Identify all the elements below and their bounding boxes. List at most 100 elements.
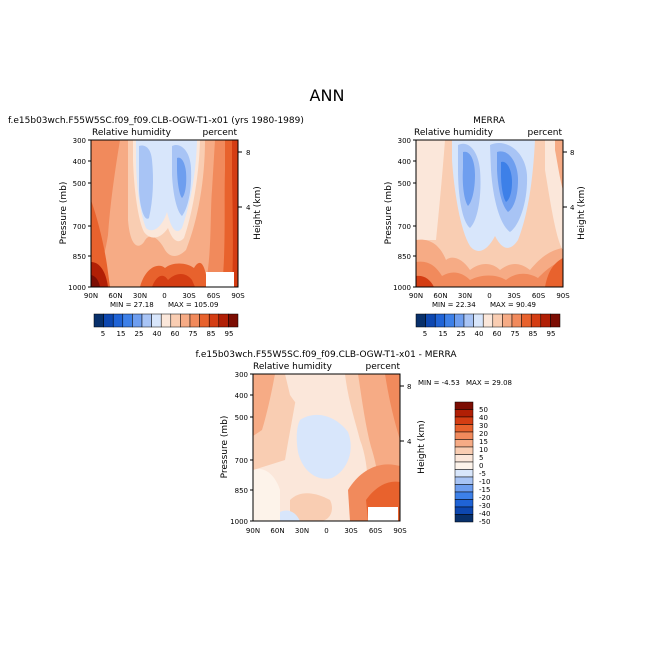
x-tick-label: 60S [532,292,546,300]
colorbar-cell [454,461,474,470]
colorbar-label: 95 [225,330,234,338]
x-tick-label: 90N [409,292,423,300]
y2-tick-label: 4 [246,204,251,212]
max-label: MAX = 105.09 [168,301,218,309]
y-tick-label: 400 [235,392,248,400]
x-tick-label: 30S [344,527,358,535]
colorbar-label: 15 [439,330,448,338]
panel-merra: MERRA Relative humidity percent [384,116,587,338]
units-label: percent [528,128,563,138]
units-label: percent [203,128,238,138]
variable-label: Relative humidity [253,362,333,372]
colorbar-cell [492,313,503,328]
colorbar-label: -50 [479,518,490,526]
y2-axis-label: Height (km) [577,186,587,240]
min-label: MIN = 27.18 [110,301,154,309]
colorbar-label: -15 [479,486,490,494]
y-axis: 300 400 500 700 850 1000 Pressure (mb) [220,371,253,526]
x-axis: 90N 60N 30N 0 30S 60S 90S [84,292,245,300]
colorbar-cell [454,439,474,448]
panel-model: f.e15b03wch.F55W5SC.f09_f09.CLB-OGW-T1-x… [8,116,304,338]
y-tick-label: 1000 [393,284,411,292]
colorbar-label: 30 [479,422,488,430]
colorbar-cell [454,446,474,455]
variable-label: Relative humidity [414,128,494,138]
y2-tick-label: 8 [407,383,411,391]
y-tick-label: 300 [73,137,86,145]
variable-label: Relative humidity [92,128,172,138]
colorbar-cell [93,313,104,328]
x-tick-label: 60S [369,527,383,535]
y2-axis: 8 4 Height (km) [563,149,587,240]
colorbar-cell [425,313,436,328]
colorbar-label: 75 [511,330,520,338]
colorbar-cell [122,313,133,328]
colorbar-cell [454,313,465,328]
colorbar-cell [103,313,114,328]
plot-frame [415,139,564,288]
colorbar-label: 40 [479,414,488,422]
x-tick-label: 30S [507,292,521,300]
y-axis-label: Pressure (mb) [59,182,69,245]
y-axis: 300 400 500 700 850 1000 Pressure (mb) [384,137,416,292]
colorbar-label: 40 [153,330,162,338]
colorbar-cell [502,313,513,328]
colorbar-label: -20 [479,494,490,502]
y-tick-label: 400 [73,158,86,166]
x-tick-label: 0 [162,292,166,300]
colorbar-label: 85 [207,330,216,338]
colorbar-cell [434,313,446,328]
plot-frame [90,139,239,288]
colorbar-cell [218,313,229,328]
colorbar-cell [141,313,152,328]
colorbar-cell [454,424,474,433]
colorbar-label: 20 [479,430,488,438]
x-tick-label: 90N [84,292,98,300]
y-tick-label: 500 [73,180,86,188]
y-tick-label: 300 [235,371,248,379]
x-tick-label: 30N [133,292,147,300]
colorbar-label: -10 [479,478,490,486]
x-tick-label: 60N [108,292,122,300]
colorbar-label: 95 [547,330,556,338]
colorbar-cell [511,313,522,328]
colorbar-cell [550,313,561,328]
x-tick-label: 30N [458,292,472,300]
colorbar-cell [454,409,474,418]
colorbar-label: 40 [475,330,484,338]
y-tick-label: 1000 [230,518,248,526]
colorbar-cell [132,313,143,328]
colorbar-cell [454,491,474,500]
colorbar-cell [199,313,210,328]
panel-title: f.e15b03wch.F55W5SC.f09_f09.CLB-OGW-T1-x… [8,116,304,126]
colorbar-cell [454,431,474,440]
y-tick-label: 700 [398,223,411,231]
max-label: MAX = 90.49 [490,301,536,309]
colorbar-cell [151,313,162,328]
colorbar-cell [530,313,542,328]
y-tick-label: 700 [235,457,248,465]
colorbar-vertical: 50 40 30 20 15 10 5 0 -5 -10 -15 -20 -30… [454,401,490,526]
contour-field [253,374,400,521]
colorbar-label: 10 [479,446,488,454]
colorbar-label: 15 [479,438,488,446]
colorbar-cell [540,313,551,328]
colorbar-cell [228,313,239,328]
colorbar-cell [208,313,220,328]
y-tick-label: 850 [235,487,248,495]
colorbar-label: 25 [457,330,466,338]
x-tick-label: 0 [324,527,328,535]
contour-field [416,140,563,287]
colorbar-cell [463,313,474,328]
x-tick-label: 30S [182,292,196,300]
y-tick-label: 500 [398,180,411,188]
y-tick-label: 300 [398,137,411,145]
y-axis-label: Pressure (mb) [220,416,230,479]
x-tick-label: 60N [270,527,284,535]
y-axis: 300 400 500 700 850 1000 Pressure (mb) [59,137,91,292]
x-tick-label: 60S [207,292,221,300]
x-tick-label: 90S [556,292,570,300]
colorbar-cell [454,401,474,410]
colorbar-cell [444,313,455,328]
